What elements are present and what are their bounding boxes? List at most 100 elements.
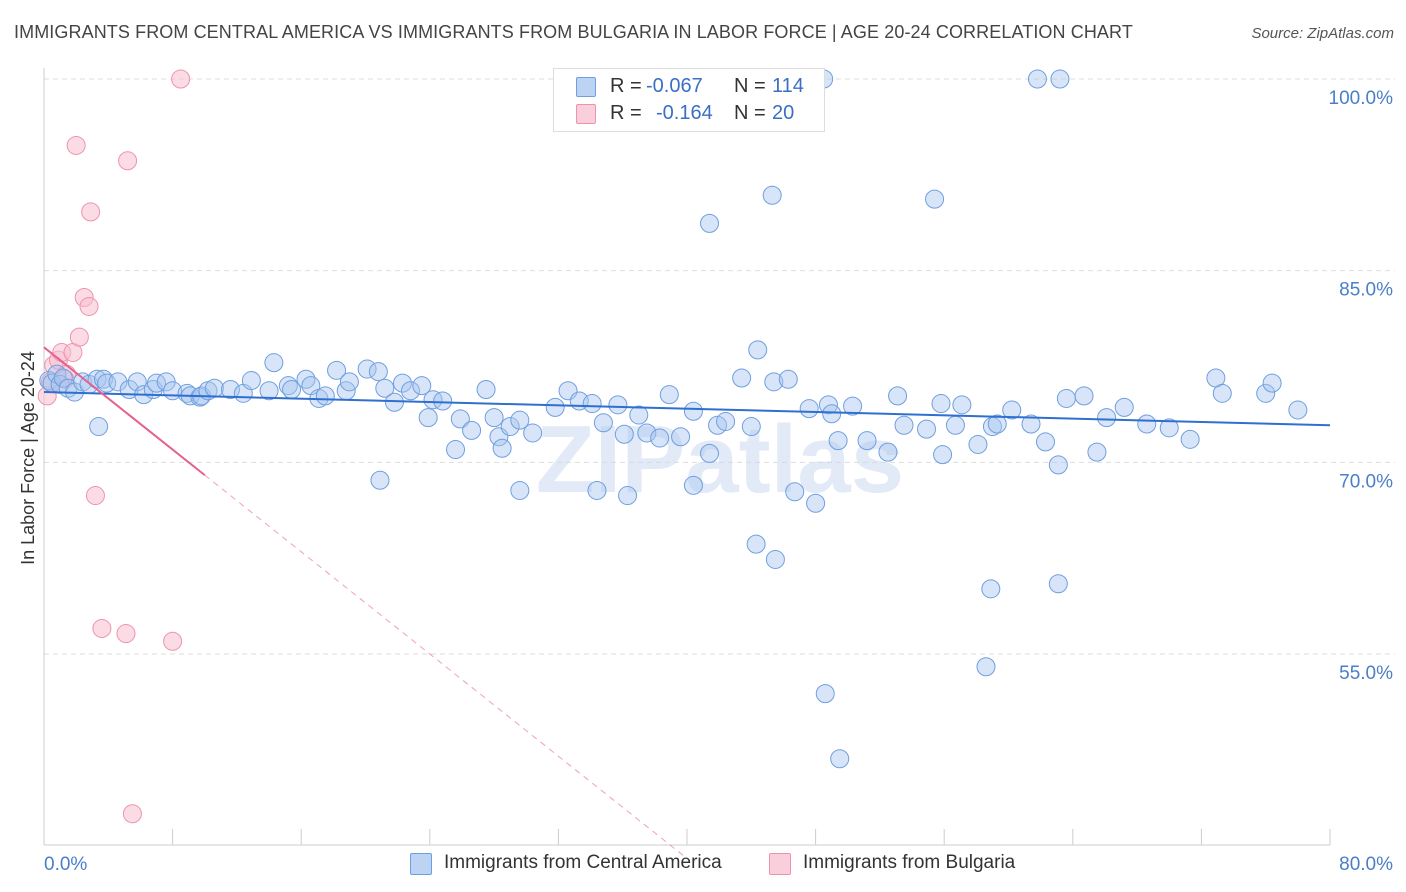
- central-america-point: [968, 434, 988, 454]
- r-value: -0.164: [656, 102, 713, 124]
- central-america-trend-line: [43, 391, 1331, 427]
- y-tick-labels: 55.0% 70.0% 85.0% 100.0%: [1329, 88, 1394, 684]
- central-america-point: [1288, 400, 1308, 420]
- central-america-point: [220, 380, 240, 399]
- central-america-point: [412, 376, 432, 396]
- central-america-point: [683, 401, 703, 421]
- central-america-point: [484, 408, 504, 428]
- central-america-point: [659, 385, 679, 405]
- central-america-point: [587, 480, 607, 500]
- n-label: N =: [734, 75, 766, 97]
- central-america-point: [89, 417, 109, 437]
- central-america-point: [683, 475, 703, 495]
- central-america-point: [241, 371, 261, 391]
- bulgaria-point: [163, 631, 183, 651]
- central-america-point: [828, 431, 848, 451]
- central-america-point: [177, 383, 197, 403]
- central-america-point: [1035, 432, 1055, 452]
- central-america-point: [370, 470, 390, 490]
- central-america-point: [39, 371, 59, 391]
- trend-lines: [43, 346, 1331, 859]
- central-america-point: [510, 480, 530, 500]
- central-america-point: [433, 391, 453, 411]
- central-america-point: [981, 579, 1001, 599]
- central-america-point: [500, 417, 520, 437]
- pink-swatch: [769, 853, 791, 875]
- central-america-point: [264, 353, 284, 373]
- bulgaria-points: [37, 69, 191, 824]
- central-america-point: [462, 420, 482, 440]
- blue-swatch: [576, 77, 596, 97]
- n-value: 114: [772, 75, 804, 97]
- r-value: -0.067: [646, 75, 703, 97]
- central-america-point: [878, 442, 898, 462]
- bulgaria-point: [116, 624, 136, 644]
- central-america-point: [127, 372, 147, 392]
- central-america-point: [637, 423, 657, 443]
- central-america-point: [716, 411, 736, 431]
- central-america-point: [830, 749, 850, 769]
- central-america-point: [925, 189, 945, 209]
- central-america-point: [1097, 408, 1117, 428]
- central-america-point: [510, 410, 530, 430]
- bulgaria-point: [118, 151, 138, 171]
- central-america-point: [259, 381, 279, 401]
- central-america-point: [952, 395, 972, 415]
- central-america-point: [446, 440, 466, 460]
- central-america-point: [614, 424, 634, 444]
- watermark: ZIPatlas: [536, 406, 904, 513]
- y-tick-label: 85.0%: [1339, 280, 1393, 301]
- central-america-points: [39, 69, 1308, 769]
- central-america-point: [1114, 397, 1134, 417]
- central-america-point: [450, 409, 470, 429]
- central-america-point: [368, 362, 388, 382]
- central-america-point: [1002, 400, 1022, 420]
- central-america-point: [204, 378, 224, 398]
- bulgaria-point: [81, 202, 101, 222]
- bulgaria-trend-line: [43, 346, 206, 476]
- central-america-point: [764, 372, 784, 392]
- central-america-point: [888, 386, 908, 406]
- central-america-point: [799, 399, 819, 419]
- n-label: N =: [734, 102, 766, 124]
- central-america-point: [1256, 383, 1276, 403]
- central-america-point: [732, 368, 752, 388]
- legend-text: Immigrants from Central America: [444, 852, 722, 873]
- central-america-point: [778, 369, 798, 389]
- central-america-point: [931, 394, 951, 414]
- source-label: Source: ZipAtlas.com: [1251, 25, 1394, 42]
- central-america-point: [593, 413, 613, 433]
- x-tick-label: 0.0%: [44, 854, 87, 875]
- n-value: 20: [772, 102, 795, 124]
- central-america-point: [582, 394, 602, 414]
- bulgaria-point: [171, 69, 191, 89]
- central-america-point: [147, 373, 167, 393]
- central-america-point: [278, 376, 298, 396]
- stats-legend: R = -0.067 N = 114 R = -0.164 N = 20: [553, 68, 825, 132]
- y-tick-label: 70.0%: [1339, 471, 1393, 492]
- y-axis-label: In Labor Force | Age 20-24: [18, 351, 38, 565]
- y-tick-label: 55.0%: [1339, 663, 1393, 684]
- blue-swatch: [410, 853, 432, 875]
- central-america-point: [392, 373, 412, 393]
- central-america-point: [765, 549, 785, 569]
- central-america-point: [1021, 414, 1041, 434]
- central-america-point: [806, 493, 826, 513]
- central-america-point: [945, 415, 965, 435]
- bulgaria-trend-extension: [204, 474, 688, 859]
- central-america-point: [843, 396, 863, 416]
- central-america-point: [857, 431, 877, 451]
- central-america-point: [700, 213, 720, 233]
- x-tick-labels: 0.0% 80.0%: [44, 854, 1393, 875]
- central-america-point: [53, 368, 73, 388]
- central-america-point: [315, 386, 335, 406]
- y-tick-label: 100.0%: [1329, 88, 1394, 109]
- central-america-point: [357, 359, 377, 379]
- bulgaria-point: [79, 296, 99, 316]
- central-america-point: [1212, 383, 1232, 403]
- central-america-point: [671, 427, 691, 447]
- chart-title: IMMIGRANTS FROM CENTRAL AMERICA VS IMMIG…: [14, 22, 1133, 42]
- legend-text: Immigrants from Bulgaria: [803, 852, 1016, 873]
- central-america-point: [933, 445, 953, 465]
